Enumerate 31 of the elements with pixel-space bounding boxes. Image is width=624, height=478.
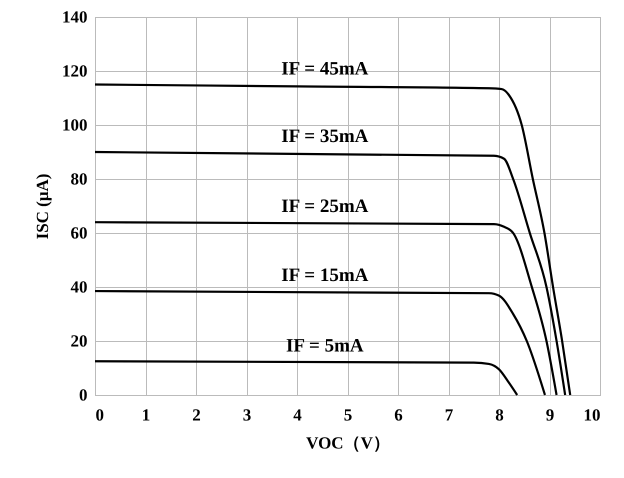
x-tick-label: 7 bbox=[444, 406, 454, 424]
x-tick-label: 8 bbox=[495, 406, 504, 424]
x-tick-label: 10 bbox=[584, 406, 600, 424]
y-tick-label: 0 bbox=[79, 386, 88, 404]
x-tick-label: 9 bbox=[546, 406, 554, 424]
y-tick-label: 120 bbox=[62, 62, 88, 80]
y-axis-title: ISC (μA) bbox=[33, 174, 52, 240]
series-label: IF = 45mA bbox=[281, 58, 369, 80]
y-tick-label: 60 bbox=[70, 224, 88, 242]
x-tick-label: 6 bbox=[394, 406, 403, 424]
line-series bbox=[94, 221, 558, 396]
series-label: IF = 5mA bbox=[286, 335, 364, 356]
x-tick-label: 3 bbox=[242, 406, 252, 424]
x-axis-title: VOC（V） bbox=[306, 434, 390, 452]
y-tick-label: 100 bbox=[62, 116, 88, 134]
x-tick-label: 1 bbox=[142, 406, 150, 424]
series-label: IF = 15mA bbox=[281, 265, 369, 286]
y-tick-label: 80 bbox=[70, 170, 88, 188]
y-tick-label: 20 bbox=[70, 332, 88, 350]
line-series bbox=[94, 150, 566, 396]
y-tick-label: 140 bbox=[62, 8, 88, 26]
line-series bbox=[94, 290, 546, 396]
y-tick-label: 40 bbox=[70, 278, 88, 296]
series-label: IF = 25mA bbox=[281, 196, 369, 218]
x-tick-label: 2 bbox=[192, 406, 201, 424]
line-series bbox=[94, 83, 572, 396]
line-series bbox=[94, 360, 518, 396]
x-tick-label: 5 bbox=[344, 406, 352, 424]
series-label: IF = 35mA bbox=[281, 126, 369, 147]
x-tick-label: 4 bbox=[293, 406, 302, 424]
x-tick-label: 0 bbox=[96, 406, 104, 424]
